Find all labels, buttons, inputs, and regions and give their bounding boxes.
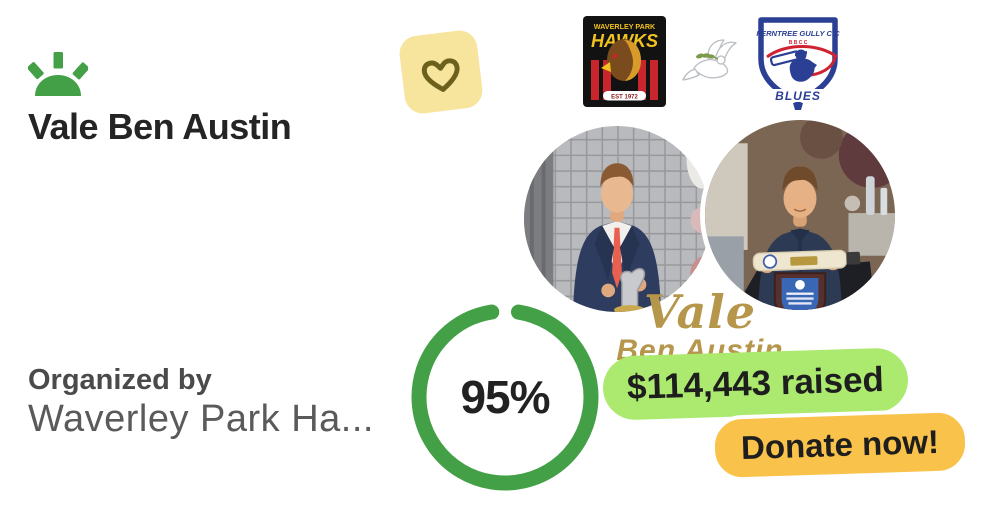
- fg-line2: B B C C: [789, 40, 808, 46]
- organized-by-label: Organized by: [28, 364, 212, 396]
- shield-plaque: [773, 272, 827, 310]
- hawks-club-logo: WAVERLEY PARK HAWKS EST 1972: [583, 16, 666, 107]
- peace-dove-icon: [682, 39, 737, 81]
- progress-ring: 95%: [405, 297, 605, 497]
- sunrise-icon: [28, 52, 88, 96]
- progress-percent: 95%: [460, 371, 550, 423]
- hawks-line1: WAVERLEY PARK: [594, 22, 656, 31]
- hawks-est: EST 1972: [611, 95, 638, 101]
- fg-line3: BLUES: [775, 89, 821, 103]
- trophy-icon: [614, 267, 646, 312]
- amount-raised-label: $114,443 raised: [626, 359, 885, 408]
- photo-ben-suit: [524, 126, 710, 312]
- photo-ben-award: [700, 115, 900, 315]
- heart-tile: [397, 28, 485, 116]
- donate-now-label: Donate now!: [740, 422, 940, 467]
- heart-icon: [421, 58, 460, 92]
- amount-raised-badge: $114,443 raised: [602, 347, 909, 421]
- fg-line1: FERNTREE GULLY C C: [756, 29, 840, 38]
- batsman-icon: [766, 45, 838, 82]
- caption-vale: Vale: [643, 285, 756, 339]
- donate-now-button[interactable]: Donate now!: [710, 407, 970, 483]
- hawk-head-icon: [601, 39, 641, 81]
- ferntree-gully-club-logo: FERNTREE GULLY C C B B C C BLUES: [756, 17, 840, 110]
- boy-figure: [572, 163, 662, 312]
- page-title: Vale Ben Austin: [28, 106, 292, 147]
- organizer-name: Waverley Park Ha...: [28, 398, 374, 440]
- mini-cricket-bat: [752, 249, 861, 272]
